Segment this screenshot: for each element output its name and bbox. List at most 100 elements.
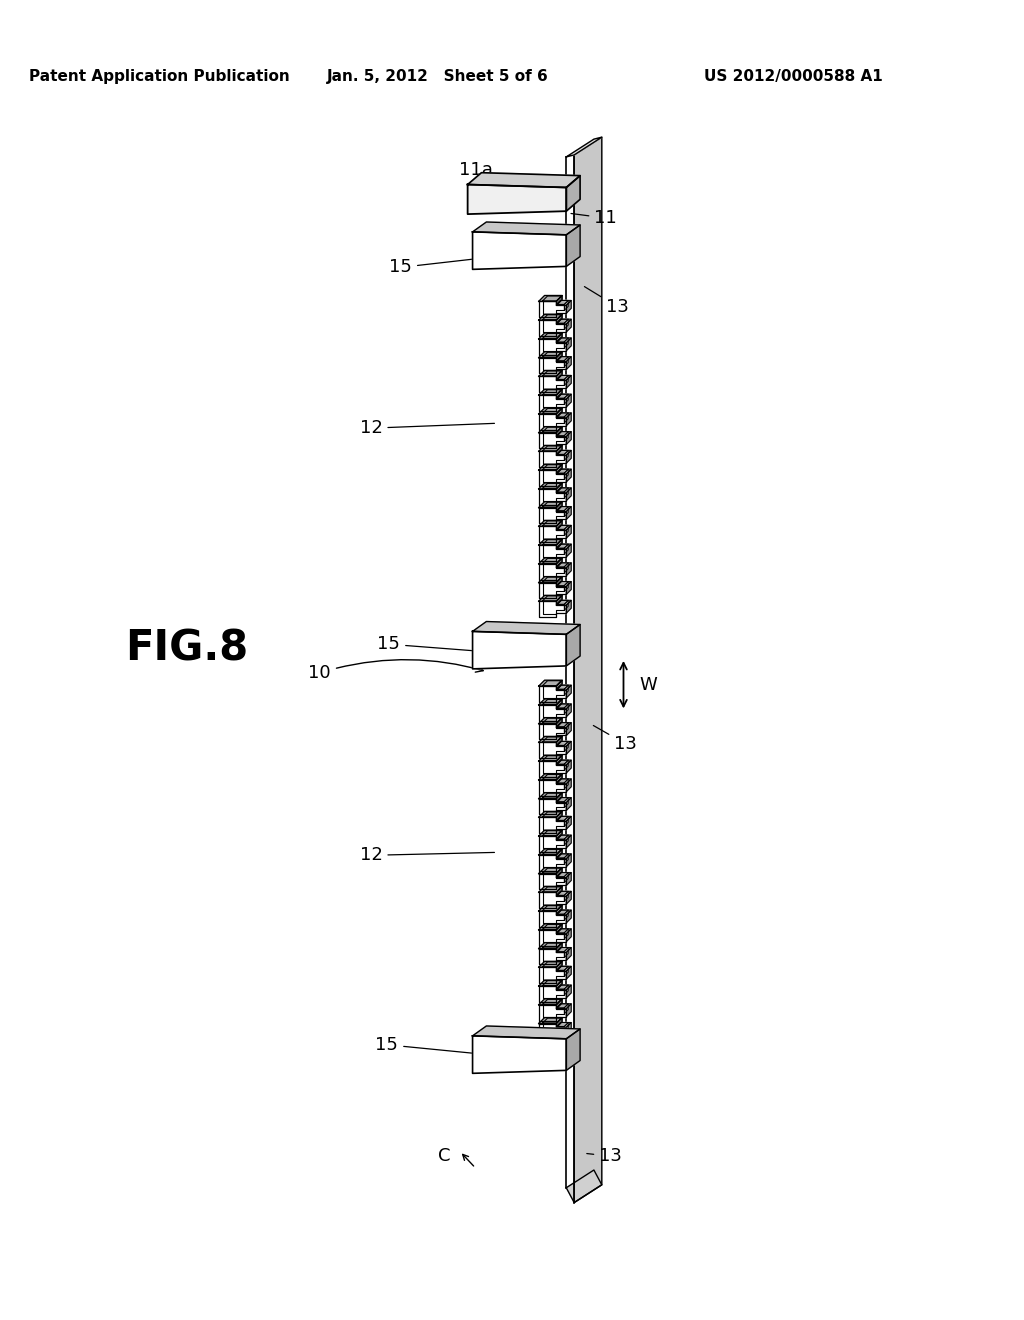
- Polygon shape: [539, 564, 566, 579]
- Polygon shape: [543, 793, 561, 799]
- Text: 15: 15: [376, 1036, 514, 1057]
- Polygon shape: [539, 1005, 566, 1020]
- Polygon shape: [556, 961, 562, 972]
- Polygon shape: [543, 582, 564, 595]
- Polygon shape: [539, 502, 562, 508]
- Polygon shape: [543, 948, 564, 961]
- Polygon shape: [556, 836, 571, 840]
- Polygon shape: [556, 334, 561, 342]
- Polygon shape: [539, 981, 562, 986]
- Polygon shape: [539, 755, 562, 762]
- Polygon shape: [556, 450, 568, 454]
- Polygon shape: [539, 433, 566, 449]
- Polygon shape: [556, 704, 571, 709]
- Polygon shape: [556, 562, 568, 566]
- Polygon shape: [556, 755, 562, 766]
- Polygon shape: [564, 319, 568, 329]
- Polygon shape: [556, 389, 562, 399]
- Polygon shape: [556, 582, 568, 586]
- Polygon shape: [556, 520, 562, 531]
- Polygon shape: [556, 483, 562, 492]
- Polygon shape: [564, 1023, 568, 1032]
- Polygon shape: [556, 432, 571, 437]
- Polygon shape: [556, 942, 561, 952]
- Polygon shape: [539, 296, 562, 301]
- Polygon shape: [556, 375, 568, 379]
- Polygon shape: [539, 961, 562, 968]
- Polygon shape: [539, 1023, 566, 1039]
- Polygon shape: [556, 906, 561, 913]
- Polygon shape: [566, 873, 571, 886]
- Polygon shape: [539, 333, 562, 339]
- Polygon shape: [543, 408, 561, 413]
- Polygon shape: [566, 704, 571, 717]
- Polygon shape: [539, 742, 566, 758]
- Polygon shape: [556, 525, 568, 529]
- Polygon shape: [566, 854, 571, 867]
- Polygon shape: [564, 582, 568, 591]
- Polygon shape: [543, 1023, 564, 1036]
- Polygon shape: [566, 450, 571, 463]
- Polygon shape: [574, 137, 602, 1203]
- Polygon shape: [556, 356, 571, 362]
- Polygon shape: [543, 470, 564, 482]
- Polygon shape: [543, 428, 561, 432]
- Polygon shape: [472, 631, 566, 669]
- Polygon shape: [543, 314, 561, 319]
- Text: 12: 12: [359, 420, 495, 437]
- Polygon shape: [566, 760, 571, 774]
- Polygon shape: [539, 465, 562, 470]
- Polygon shape: [539, 1018, 562, 1023]
- Polygon shape: [556, 540, 561, 548]
- Polygon shape: [543, 685, 564, 698]
- Polygon shape: [566, 742, 571, 754]
- Polygon shape: [564, 395, 568, 404]
- Polygon shape: [543, 981, 561, 986]
- Polygon shape: [556, 408, 561, 417]
- Polygon shape: [543, 929, 564, 942]
- Polygon shape: [556, 577, 562, 586]
- Text: Patent Application Publication: Patent Application Publication: [30, 69, 290, 83]
- Polygon shape: [556, 680, 562, 690]
- Polygon shape: [556, 812, 561, 820]
- Polygon shape: [566, 891, 571, 904]
- Polygon shape: [539, 470, 566, 486]
- Polygon shape: [543, 854, 564, 867]
- Polygon shape: [556, 816, 571, 821]
- Polygon shape: [543, 358, 564, 370]
- Polygon shape: [539, 314, 562, 321]
- Polygon shape: [556, 966, 571, 972]
- Polygon shape: [543, 911, 564, 924]
- Polygon shape: [556, 929, 568, 933]
- Polygon shape: [556, 774, 562, 784]
- Polygon shape: [556, 760, 571, 766]
- Polygon shape: [543, 525, 564, 539]
- Polygon shape: [543, 577, 561, 582]
- Polygon shape: [556, 999, 561, 1007]
- Polygon shape: [556, 450, 571, 455]
- Polygon shape: [556, 985, 568, 989]
- Text: Jan. 5, 2012   Sheet 5 of 6: Jan. 5, 2012 Sheet 5 of 6: [327, 69, 549, 83]
- Polygon shape: [543, 1018, 561, 1023]
- Polygon shape: [556, 502, 562, 512]
- Polygon shape: [539, 321, 566, 337]
- Polygon shape: [543, 432, 564, 445]
- Polygon shape: [556, 962, 561, 970]
- Polygon shape: [539, 351, 562, 358]
- Polygon shape: [543, 836, 564, 849]
- Polygon shape: [543, 451, 564, 463]
- Polygon shape: [472, 222, 580, 235]
- Polygon shape: [564, 873, 568, 883]
- Polygon shape: [543, 906, 561, 911]
- Polygon shape: [564, 507, 568, 516]
- Polygon shape: [556, 469, 571, 474]
- Polygon shape: [539, 700, 562, 705]
- Polygon shape: [564, 704, 568, 714]
- Polygon shape: [543, 540, 561, 545]
- Polygon shape: [543, 296, 561, 301]
- Polygon shape: [564, 685, 568, 696]
- Polygon shape: [564, 891, 568, 902]
- Polygon shape: [539, 942, 562, 949]
- Polygon shape: [539, 558, 562, 564]
- Polygon shape: [539, 737, 562, 742]
